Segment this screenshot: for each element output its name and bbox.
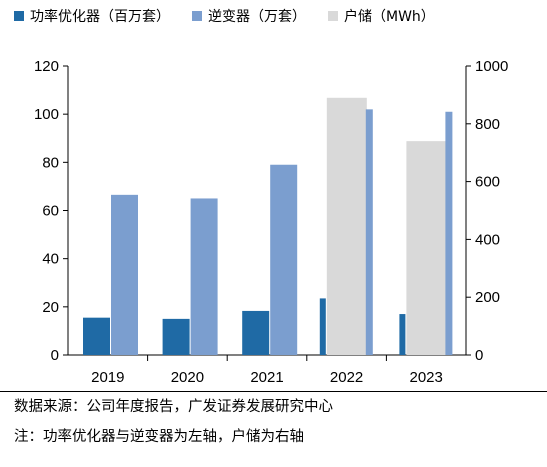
right-tick-label: 1000	[475, 58, 508, 75]
x-tick-label: 2020	[171, 369, 204, 386]
bar-optimizer	[242, 310, 270, 355]
legend: 功率优化器（百万套） 逆变器（万套） 户储（MWh）	[14, 6, 457, 26]
left-tick-label: 0	[51, 347, 59, 364]
bar-inverter	[365, 109, 373, 355]
right-tick-label: 800	[475, 116, 500, 133]
legend-label-inverter: 逆变器（万套）	[208, 9, 306, 25]
source-note: 数据来源：公司年度报告，广发证券发展研究中心	[14, 399, 333, 415]
x-tick-label: 2019	[91, 369, 124, 386]
left-tick-label: 20	[42, 299, 59, 316]
right-tick-label: 600	[475, 174, 500, 191]
bar-storage	[326, 97, 367, 355]
legend-item-storage: 户储（MWh）	[328, 6, 435, 26]
left-tick-label: 120	[34, 58, 59, 75]
chart-notes: 数据来源：公司年度报告，广发证券发展研究中心 注：功率优化器与逆变器为左轴，户储…	[14, 392, 333, 452]
legend-item-inverter: 逆变器（万套）	[192, 6, 306, 26]
legend-swatch-storage	[328, 11, 338, 21]
x-tick-label: 2023	[410, 369, 443, 386]
chart: 0 20 40 60 80 100 120 0 200 400 600 800 1000 2019 2020…	[34, 58, 508, 386]
separator-line	[0, 391, 547, 392]
bar-optimizer	[399, 314, 406, 355]
left-tick-label: 80	[42, 154, 59, 171]
legend-label-optimizer: 功率优化器（百万套）	[30, 9, 170, 25]
right-tick-label: 200	[475, 289, 500, 306]
bar-inverter	[270, 164, 298, 355]
right-tick-label: 400	[475, 231, 500, 248]
x-tick-label: 2021	[250, 369, 283, 386]
bar-inverter	[111, 194, 138, 355]
bar-storage	[406, 141, 447, 355]
right-tick-label: 0	[475, 347, 483, 364]
x-tick-label: 2022	[330, 369, 363, 386]
legend-label-storage: 户储（MWh）	[344, 9, 435, 25]
left-tick-label: 100	[34, 106, 59, 123]
left-tick-label: 40	[42, 251, 59, 268]
legend-item-optimizer: 功率优化器（百万套）	[14, 6, 170, 26]
bar-inverter	[445, 111, 453, 355]
bar-optimizer	[319, 298, 326, 355]
left-tick-label: 60	[42, 203, 59, 220]
axis-note: 注：功率优化器与逆变器为左轴，户储为右轴	[14, 429, 304, 445]
legend-swatch-inverter	[192, 11, 202, 21]
legend-swatch-optimizer	[14, 11, 24, 21]
bar-optimizer	[162, 318, 190, 355]
bar-inverter	[190, 198, 218, 355]
bar-optimizer	[83, 317, 110, 355]
